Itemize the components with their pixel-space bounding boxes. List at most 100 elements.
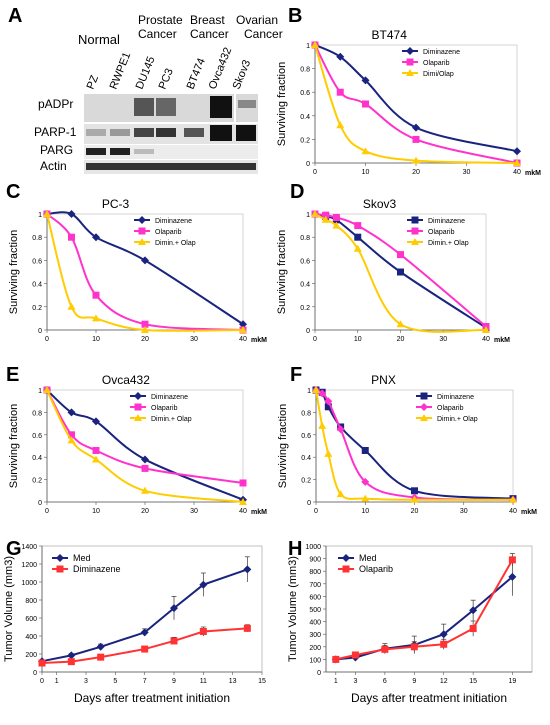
panel-c-data-point [92, 233, 100, 242]
panel-d-xtick-label: 30 [439, 336, 447, 343]
panel-b-letter: B [288, 5, 302, 27]
panel-b-xtick-label: 20 [412, 169, 420, 176]
panel-d-legend-label: Diminazene [428, 218, 465, 225]
panel-b-legend-label: Diminazene [423, 49, 460, 56]
charts-group: B00.20.40.60.810 10 20 30 40 mkMBT474Survivin… [3, 5, 541, 705]
panel-c-ytick-label: 0.4 [32, 282, 42, 289]
panel-e-letter: E [6, 364, 19, 386]
panel-h-legend-label: Olaparib [359, 564, 393, 574]
panel-e-ytick-label: 0 [38, 500, 42, 507]
panel-g-ytick-label: 600 [25, 616, 37, 623]
panel-d-legend: Diminazene Olaparib Dimin.+ Olap [407, 216, 469, 247]
panel-f-title: PNX [371, 373, 396, 387]
panel-e-xtick-label: 10 [92, 508, 100, 515]
band-actin-row [86, 163, 256, 170]
panel-c-ytick-label: 1 [38, 212, 42, 219]
panel-g-legend-label: Med [73, 553, 91, 563]
panel-d-data-point [354, 222, 362, 230]
panel-d-legend-label: Dimin.+ Olap [428, 240, 469, 247]
panel-f-legend-label: Olaparib [437, 405, 464, 412]
panel-f-xtick-label: 10 [361, 508, 369, 515]
panel-e-series-1 [43, 386, 247, 487]
panel-d-data-point [397, 268, 404, 276]
panel-e-ytick-label: 0.2 [32, 478, 42, 485]
lane-label-skov3: Skov3 [231, 58, 254, 91]
panel-g-xtick-label: 11 [200, 678, 207, 685]
panel-d-xtick-label: 20 [397, 336, 405, 343]
panel-d-ytick-label: 0.6 [300, 258, 310, 265]
panel-f-data-point [411, 487, 418, 495]
panel-g-data-point [96, 642, 105, 651]
band-parg-du145 [134, 149, 154, 154]
panel-d-data-point [396, 320, 405, 328]
band-parp1-du145 [134, 128, 154, 137]
panel-b-series-2 [311, 41, 521, 166]
panel-d-data-point [322, 211, 330, 219]
panel-g-legend-marker [56, 565, 64, 573]
panel-c-data-point [141, 326, 149, 333]
panel-h-xtick-label: 6 [383, 678, 387, 685]
panel-g-data-point [243, 565, 252, 574]
panel-g-xtick-label: 0 [40, 678, 44, 685]
panel-f-data-point [318, 421, 327, 429]
panel-g-letter: G [6, 538, 22, 560]
panel-d-data-point [332, 213, 340, 221]
panel-d-data-point [397, 251, 404, 259]
panel-c-data-point [67, 302, 76, 310]
panel-b-ytick-label: 0.2 [300, 137, 310, 144]
panel-c-xtick-label: 20 [141, 336, 149, 343]
panel-h-data-point [439, 630, 448, 639]
panel-b-data-point [311, 41, 319, 48]
panel-e-xtick-label: 40 [239, 508, 247, 515]
panel-g-legend-marker [56, 554, 64, 562]
panel-f-data-point [410, 495, 419, 503]
panel-b-legend-marker [406, 69, 414, 76]
group-breast-cancer: Cancer [190, 27, 229, 41]
panel-c-data-point [141, 256, 149, 265]
panel-h-data-point [351, 651, 359, 659]
panel-h-data-point [469, 606, 478, 615]
panel-c-legend: Diminazene Olaparib Dimin.+ Olap [134, 216, 196, 247]
panel-h-chart: H 0 100 200 300 400 500 600 700 800 900 1000 1 3 6 9 12 1… [287, 538, 533, 705]
panel-d-xtick-label: 40 [482, 336, 490, 343]
panel-f-data-point [336, 490, 345, 498]
panel-b-legend: Diminazene Olaparib Dimi/Olap [402, 47, 460, 78]
panel-d-data-point [482, 326, 490, 333]
panel-g-data-point [170, 604, 178, 613]
panel-d-data-point [332, 221, 341, 229]
panel-h-data-point [332, 655, 340, 663]
band-padpr-ovca432 [210, 96, 232, 118]
panel-f-ytick-label: 1 [307, 388, 311, 395]
panel-b-ytick-label: 0.4 [300, 114, 310, 121]
band-parp1-rwpe1 [110, 129, 130, 136]
panel-f-xtick-label: 0 [314, 508, 318, 515]
panel-c-xtick-label: 40 [239, 336, 247, 343]
panel-g-data-point [38, 659, 46, 667]
panel-b-data-point [361, 76, 370, 85]
panel-f-data-point [324, 449, 333, 457]
panel-f-ytick-label: 0.8 [301, 410, 311, 417]
panel-f-data-point [509, 495, 517, 503]
panel-e-data-point [68, 431, 75, 439]
panel-f-xtick-label: 20 [411, 508, 419, 515]
panel-d-ytick-label: 0 [306, 328, 310, 335]
panel-h-data-point [410, 643, 418, 651]
panel-g-data-point [67, 651, 76, 660]
panel-b-data-point [412, 135, 420, 143]
panel-d-xtick-label: 10 [354, 336, 362, 343]
band-parg-rwpe1 [110, 148, 130, 155]
panel-b-ytick-label: 1 [306, 43, 310, 50]
panel-c-xtick-label: 10 [92, 336, 100, 343]
panel-b-xtick-label: 30 [463, 169, 471, 176]
panel-h-series-line [335, 576, 514, 661]
panel-d-xtick-label: 0 [313, 336, 317, 343]
panel-c-series-2 [43, 210, 247, 333]
panel-b-legend-marker [406, 58, 414, 66]
panel-c-data-point [141, 320, 149, 328]
group-prostate: Prostate [138, 13, 183, 27]
panel-f-legend-label: Diminazene [437, 394, 474, 401]
panel-f-legend: Diminazene Olaparib Dimin.+ Olap [416, 392, 478, 423]
panel-e-data-point [92, 417, 100, 426]
